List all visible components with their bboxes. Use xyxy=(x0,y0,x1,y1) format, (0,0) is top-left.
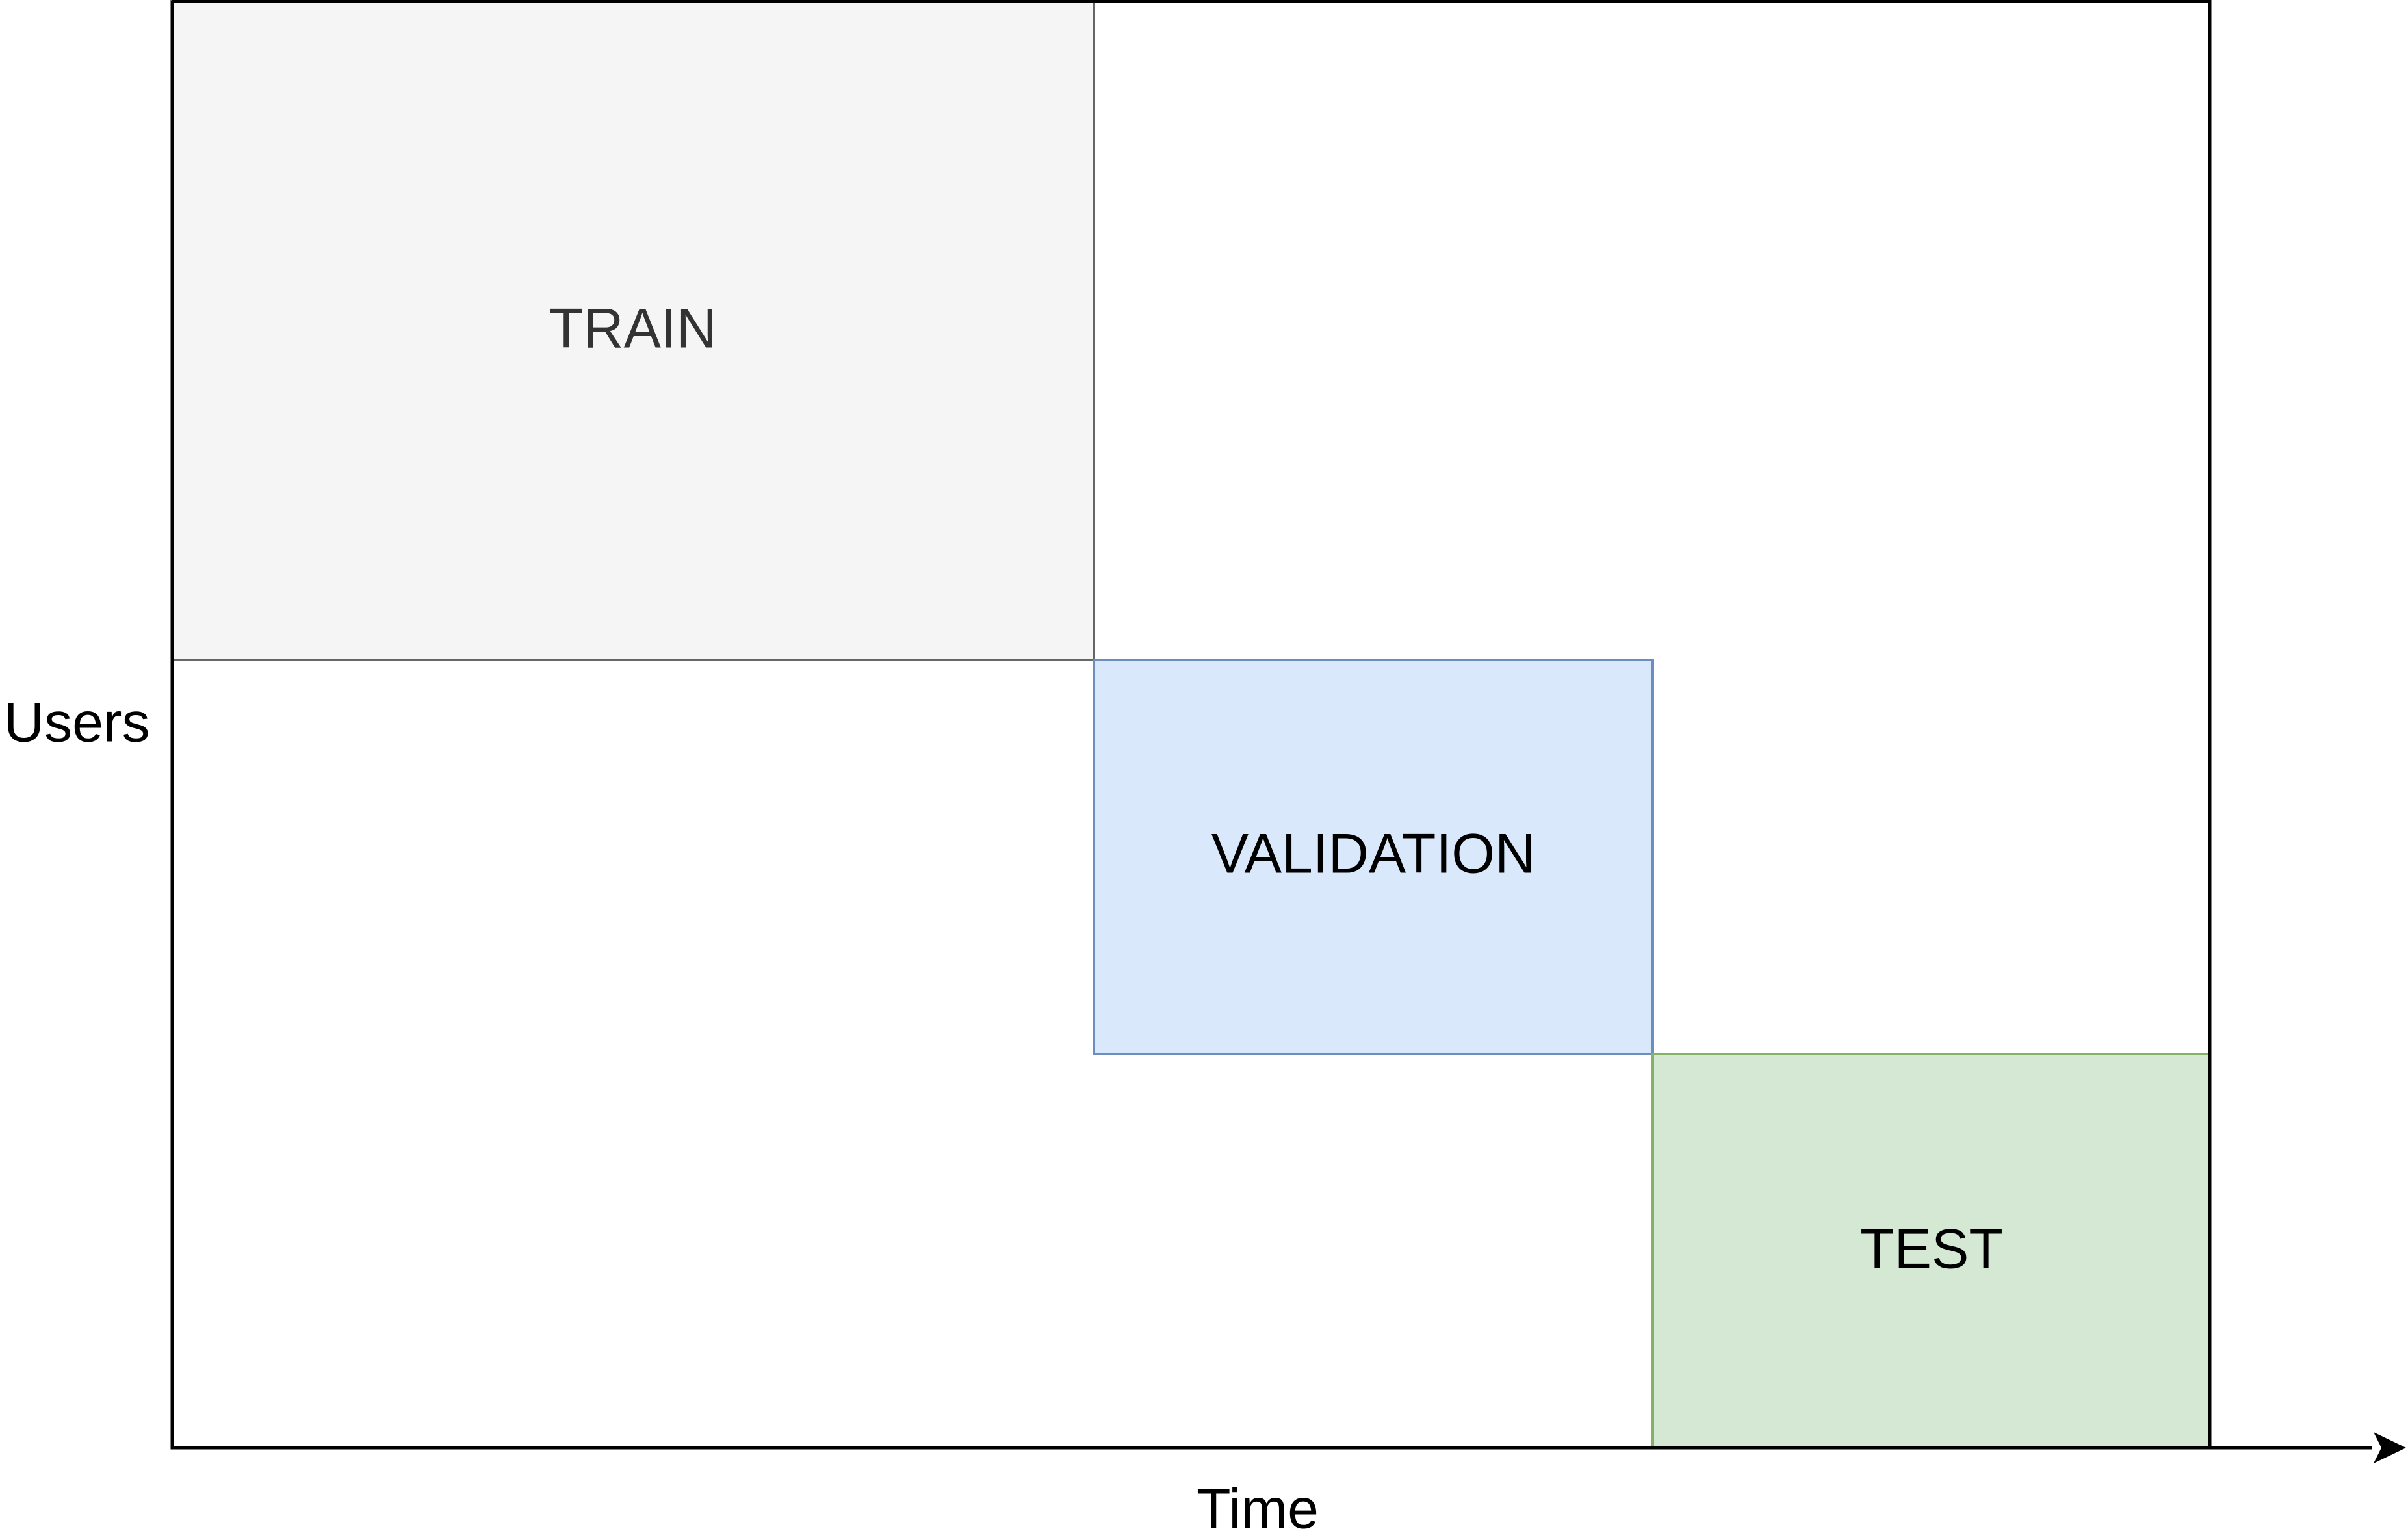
train-label: TRAIN xyxy=(549,298,717,360)
time-axis xyxy=(172,1432,2406,1463)
time-axis-arrowhead-icon xyxy=(2374,1432,2406,1463)
test-region: TEST xyxy=(1651,1053,2211,1449)
validation-box xyxy=(1093,659,1654,1055)
validation-label: VALIDATION xyxy=(1211,823,1536,885)
train-region: TRAIN xyxy=(171,0,1095,661)
train-box xyxy=(171,0,1095,661)
x-axis-label: Time xyxy=(1197,1478,1319,1531)
test-box xyxy=(1651,1053,2211,1449)
validation-region: VALIDATION xyxy=(1093,659,1654,1055)
test-label: TEST xyxy=(1860,1218,2003,1281)
y-axis-label: Users xyxy=(4,692,150,754)
